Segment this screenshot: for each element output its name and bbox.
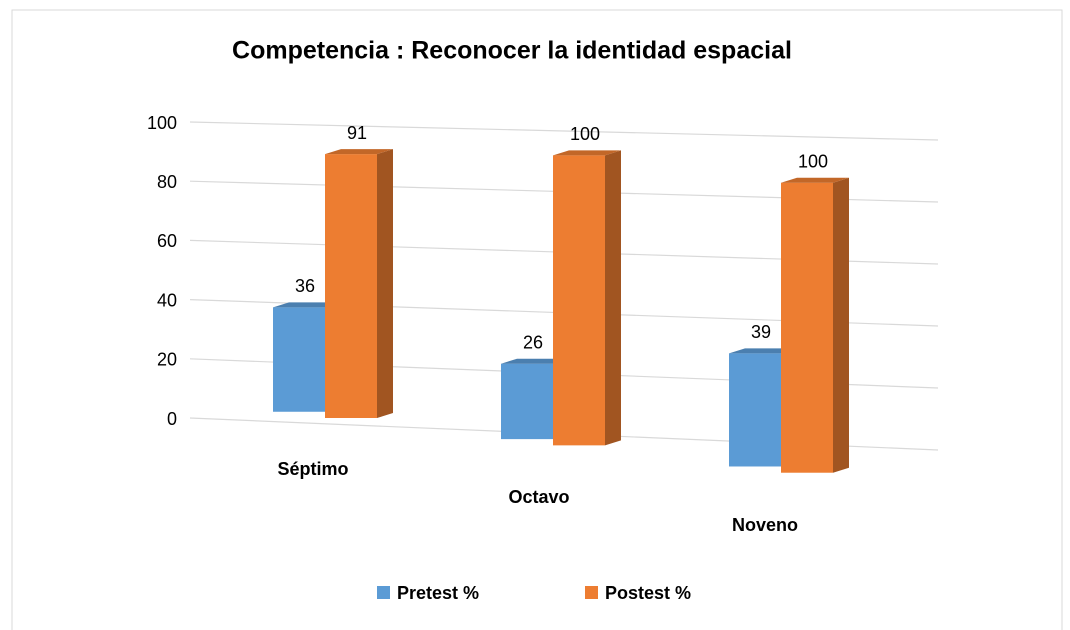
y-tick-label: 60 <box>157 231 177 251</box>
bar-side <box>605 150 621 446</box>
y-tick-label: 80 <box>157 172 177 192</box>
data-label: 26 <box>523 332 543 352</box>
data-label: 36 <box>295 276 315 296</box>
bar-top <box>553 150 621 156</box>
legend-swatch <box>585 586 598 599</box>
bar-top <box>325 149 393 155</box>
bar-top <box>781 177 849 183</box>
bar-top <box>729 348 797 354</box>
bar-side <box>377 149 393 418</box>
legend-swatch <box>377 586 390 599</box>
chart-frame <box>11 9 1063 630</box>
y-tick-label: 20 <box>157 350 177 370</box>
legend-label: Pretest % <box>397 583 479 603</box>
bar <box>553 155 605 446</box>
chart-title: Competencia : Reconocer la identidad esp… <box>232 37 792 65</box>
bar <box>501 363 553 440</box>
y-tick-label: 100 <box>147 113 177 133</box>
grid-line <box>189 121 939 141</box>
data-label: 91 <box>347 123 367 143</box>
data-label: 100 <box>570 124 600 144</box>
x-tick-label: Noveno <box>732 515 798 535</box>
data-label: 100 <box>798 151 828 171</box>
data-label: 39 <box>751 322 771 342</box>
x-tick-label: Séptimo <box>277 459 348 479</box>
bar-top <box>501 358 569 364</box>
bar <box>325 154 377 418</box>
legend-label: Postest % <box>605 583 691 603</box>
bar <box>273 307 325 412</box>
bar <box>781 182 833 473</box>
bar-side <box>833 177 849 473</box>
y-tick-label: 0 <box>167 409 177 429</box>
x-tick-label: Octavo <box>508 487 569 507</box>
y-tick-label: 40 <box>157 290 177 310</box>
bar-top <box>273 302 341 308</box>
bar <box>729 353 781 467</box>
